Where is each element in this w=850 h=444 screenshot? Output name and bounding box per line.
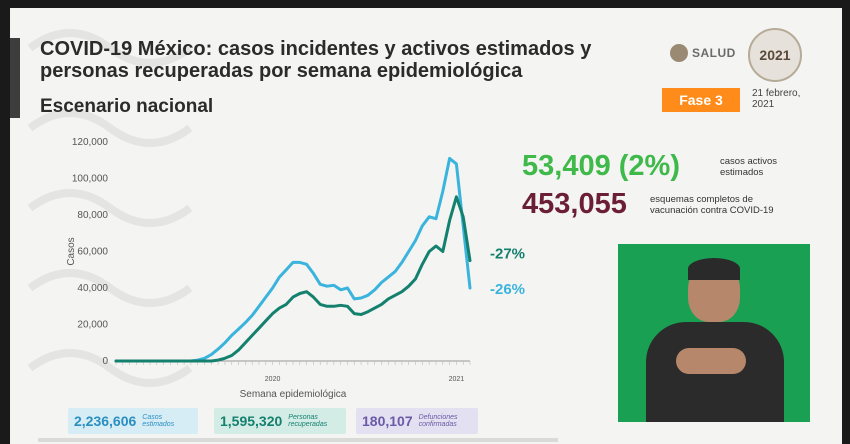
report-date-line1: 21 febrero, xyxy=(752,88,801,99)
stat-deaths: 180,107 Defunciones confirmadas xyxy=(356,408,478,434)
active-cases-label: casos activos estimados xyxy=(720,156,777,178)
year-seal: 2021 xyxy=(748,28,802,82)
salud-logo: SALUD xyxy=(670,44,736,62)
x-year-label: 2021 xyxy=(449,376,465,383)
y-tick-label: 40,000 xyxy=(77,283,108,294)
slide-title: COVID-19 México: casos incidentes y acti… xyxy=(40,38,592,82)
series-line-estimated xyxy=(114,156,472,363)
stat-recovered-label-line1: Personas xyxy=(288,413,318,421)
stat-estimated-label-line2: estimados xyxy=(142,421,175,428)
x-axis-title: Semana epidemiológica xyxy=(240,389,347,400)
background-pattern xyxy=(27,29,193,387)
stat-deaths-value: 180,107 xyxy=(362,413,413,429)
source-footnote xyxy=(38,438,558,442)
y-tick-label: 100,000 xyxy=(72,174,109,185)
phase-badge: Fase 3 xyxy=(662,88,740,112)
report-date: 21 febrero, 2021 xyxy=(752,88,800,110)
stat-recovered-label: Personas recuperadas xyxy=(288,414,327,429)
active-cases-label-line1: casos activos xyxy=(720,156,778,167)
active-cases-kpi: 53,409 (2%) xyxy=(522,150,680,182)
stat-estimated-label-line1: Casos xyxy=(142,413,163,421)
y-tick-label: 80,000 xyxy=(77,210,108,221)
title-accent-bar xyxy=(10,38,20,118)
eagle-seal-icon xyxy=(670,44,688,62)
y-tick-label: 20,000 xyxy=(77,320,108,331)
end-label-estimated: -26% xyxy=(490,281,525,298)
vaccination-kpi: 453,055 xyxy=(522,188,627,220)
stat-estimated-value: 2,236,606 xyxy=(74,413,137,429)
stat-estimated-cases: 2,236,606 Casos estimados xyxy=(68,408,198,434)
y-tick-label: 60,000 xyxy=(77,247,108,258)
stat-recovered-label-line2: recuperadas xyxy=(288,421,328,428)
stat-deaths-label-line1: Defunciones xyxy=(418,413,458,421)
stat-recovered: 1,595,320 Personas recuperadas xyxy=(214,408,346,434)
vaccination-label: esquemas completos de vacunación contra … xyxy=(650,194,774,216)
stat-recovered-value: 1,595,320 xyxy=(220,413,283,429)
y-axis-title: Casos xyxy=(66,237,77,265)
series-line-recovered xyxy=(114,195,472,363)
vaccination-label-line2: vacunación contra COVID-19 xyxy=(650,205,774,216)
vaccination-label-line1: esquemas completos de xyxy=(650,194,753,205)
salud-logo-text: SALUD xyxy=(692,46,736,60)
active-cases-label-line2: estimados xyxy=(720,167,764,178)
stat-deaths-label-line2: confirmadas xyxy=(418,421,457,428)
interpreter-hands xyxy=(676,348,746,374)
report-date-line2: 2021 xyxy=(752,99,775,110)
interpreter-hair xyxy=(688,258,740,280)
stat-deaths-label: Defunciones confirmadas xyxy=(419,414,458,429)
x-year-label: 2020 xyxy=(265,376,281,383)
end-label-recovered: -27% xyxy=(490,246,525,263)
sign-language-video xyxy=(618,244,810,422)
slide-subtitle: Escenario nacional xyxy=(40,96,214,117)
stat-estimated-label: Casos estimados xyxy=(142,414,174,429)
slide: COVID-19 México: casos incidentes y acti… xyxy=(10,8,842,444)
cases-line-chart: 0 20,000 40,000 60,000 80,000 100,000 120,000 2… xyxy=(66,137,525,400)
y-tick-label: 120,000 xyxy=(72,137,109,148)
y-tick-label: 0 xyxy=(102,356,108,367)
